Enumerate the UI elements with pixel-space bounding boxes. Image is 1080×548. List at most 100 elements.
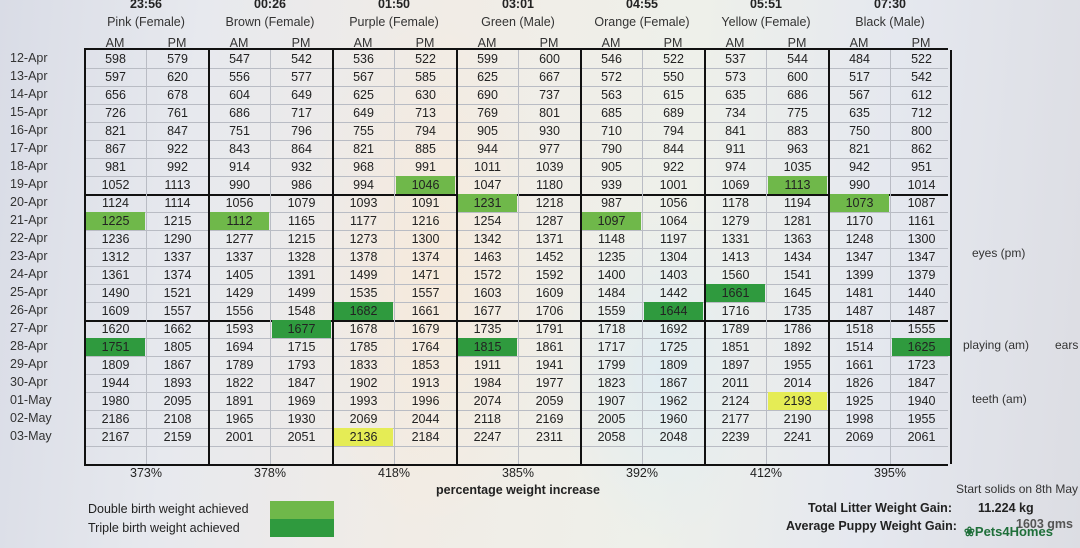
table-row: 1609 1557 1556 1548 1682 1661 1677 1706 1559 1644…	[84, 302, 948, 322]
weight-cell: 2059	[535, 394, 564, 408]
weight-cell: 1751	[86, 338, 145, 356]
row-date: 26-Apr	[10, 303, 48, 317]
weight-cell: 862	[911, 142, 932, 156]
weight-cell: 1440	[907, 286, 936, 300]
weight-cell: 2011	[722, 376, 749, 390]
weight-cell: 737	[539, 88, 560, 102]
weight-cell: 1897	[721, 358, 750, 372]
paw-icon: ❀	[964, 524, 975, 539]
weight-cell: 1786	[783, 322, 812, 336]
weight-cell: 710	[601, 124, 622, 138]
weight-cell: 1867	[163, 358, 192, 372]
row-date: 14-Apr	[10, 87, 48, 101]
weight-cell: 1403	[659, 268, 688, 282]
weight-cell: 1718	[597, 322, 626, 336]
percent-increase: 373%	[130, 466, 162, 480]
birth-time: 03:01	[502, 0, 534, 11]
weight-cell: 1847	[907, 376, 936, 390]
weight-cell: 821	[849, 142, 870, 156]
weight-cell: 775	[787, 106, 808, 120]
row-date: 19-Apr	[10, 177, 48, 191]
weight-cell: 1785	[349, 340, 378, 354]
weight-cell: 751	[229, 124, 250, 138]
grid-line	[950, 50, 952, 464]
pm-header: PM	[787, 36, 807, 50]
weight-cell: 1087	[907, 196, 936, 210]
grid-line	[84, 50, 86, 464]
avg-gain-value: 1603 gms	[1016, 517, 1073, 531]
weight-cell: 1723	[907, 358, 936, 372]
weight-cell: 1661	[411, 304, 440, 318]
weight-cell: 2095	[163, 394, 192, 408]
weight-cell: 1374	[411, 250, 440, 264]
weight-cell: 537	[725, 52, 746, 66]
weight-cell: 1374	[163, 268, 192, 282]
weight-cell: 1980	[101, 394, 130, 408]
weight-cell: 1287	[535, 214, 564, 228]
weight-cell: 1328	[287, 250, 316, 264]
weight-cell: 1499	[349, 268, 378, 282]
weight-cell: 1215	[287, 232, 316, 246]
weight-cell: 550	[663, 70, 684, 84]
weight-cell: 1178	[722, 196, 749, 210]
weight-cell: 1064	[659, 214, 688, 228]
weight-cell: 1254	[473, 214, 502, 228]
weight-cell: 2074	[473, 394, 502, 408]
weight-cell: 2044	[411, 412, 440, 426]
puppy-name: Pink (Female)	[107, 15, 185, 29]
legend-triple-label: Triple birth weight achieved	[88, 521, 240, 535]
weight-cell: 1170	[846, 214, 873, 228]
grid-line	[332, 50, 334, 464]
weight-cell: 1893	[163, 376, 192, 390]
weight-cell: 755	[353, 124, 374, 138]
row-date: 22-Apr	[10, 231, 48, 245]
total-gain-label: Total Litter Weight Gain:	[808, 501, 952, 515]
weight-cell: 1499	[287, 286, 316, 300]
weight-cell: 2136	[334, 428, 393, 446]
weight-cell: 1011	[474, 160, 501, 174]
row-date: 15-Apr	[10, 105, 48, 119]
weight-cell: 656	[105, 88, 126, 102]
weight-cell: 1378	[349, 250, 378, 264]
weight-cell: 2058	[597, 430, 626, 444]
puppy-name: Brown (Female)	[225, 15, 315, 29]
weight-cell: 992	[167, 160, 188, 174]
table-row: 1361 1374 1405 1391 1499 1471 1572 1592 1400 1403…	[84, 266, 948, 285]
grid-line	[704, 50, 706, 464]
weight-cell: 801	[539, 106, 560, 120]
weight-cell: 750	[849, 124, 870, 138]
weight-cell: 726	[105, 106, 126, 120]
am-header: AM	[229, 36, 249, 50]
brand-logo: ❀Pets4Homes	[964, 524, 1053, 540]
weight-cell: 932	[291, 160, 312, 174]
am-header: AM	[725, 36, 745, 50]
weight-cell: 567	[353, 70, 374, 84]
table-row: 1312 1337 1337 1328 1378 1374 1463 1452 1235 1304…	[84, 248, 948, 267]
weight-cell: 1337	[163, 250, 192, 264]
table-row: 1225 1215 1112 1165 1177 1216 1254 1287 1097 1064…	[84, 212, 948, 231]
weight-cell: 905	[477, 124, 498, 138]
birth-time: 00:26	[254, 0, 286, 11]
weight-cell: 1661	[706, 284, 765, 302]
weight-cell: 974	[725, 160, 746, 174]
weight-cell: 987	[601, 196, 622, 210]
weight-cell: 1442	[659, 286, 688, 300]
weight-cell: 1911	[474, 358, 501, 372]
weight-cell: 635	[849, 106, 870, 120]
weight-cell: 1471	[411, 268, 440, 282]
weight-cell: 1891	[225, 394, 254, 408]
weight-cell: 598	[105, 52, 126, 66]
percent-increase: 385%	[502, 466, 534, 480]
weight-cell: 1793	[287, 358, 316, 372]
weight-cell: 1678	[349, 322, 378, 336]
weight-cell: 630	[415, 88, 436, 102]
weight-cell: 1706	[535, 304, 564, 318]
weight-cell: 2069	[349, 412, 378, 426]
row-date: 03-May	[10, 429, 52, 443]
row-date: 18-Apr	[10, 159, 48, 173]
row-date: 27-Apr	[10, 321, 48, 335]
table-row: 981 992 914 932 968 991 1011 1039 905 922 974 1035 9…	[84, 158, 948, 177]
legend-double-swatch	[270, 501, 334, 519]
weight-cell: 1799	[597, 358, 626, 372]
weight-cell: 686	[787, 88, 808, 102]
